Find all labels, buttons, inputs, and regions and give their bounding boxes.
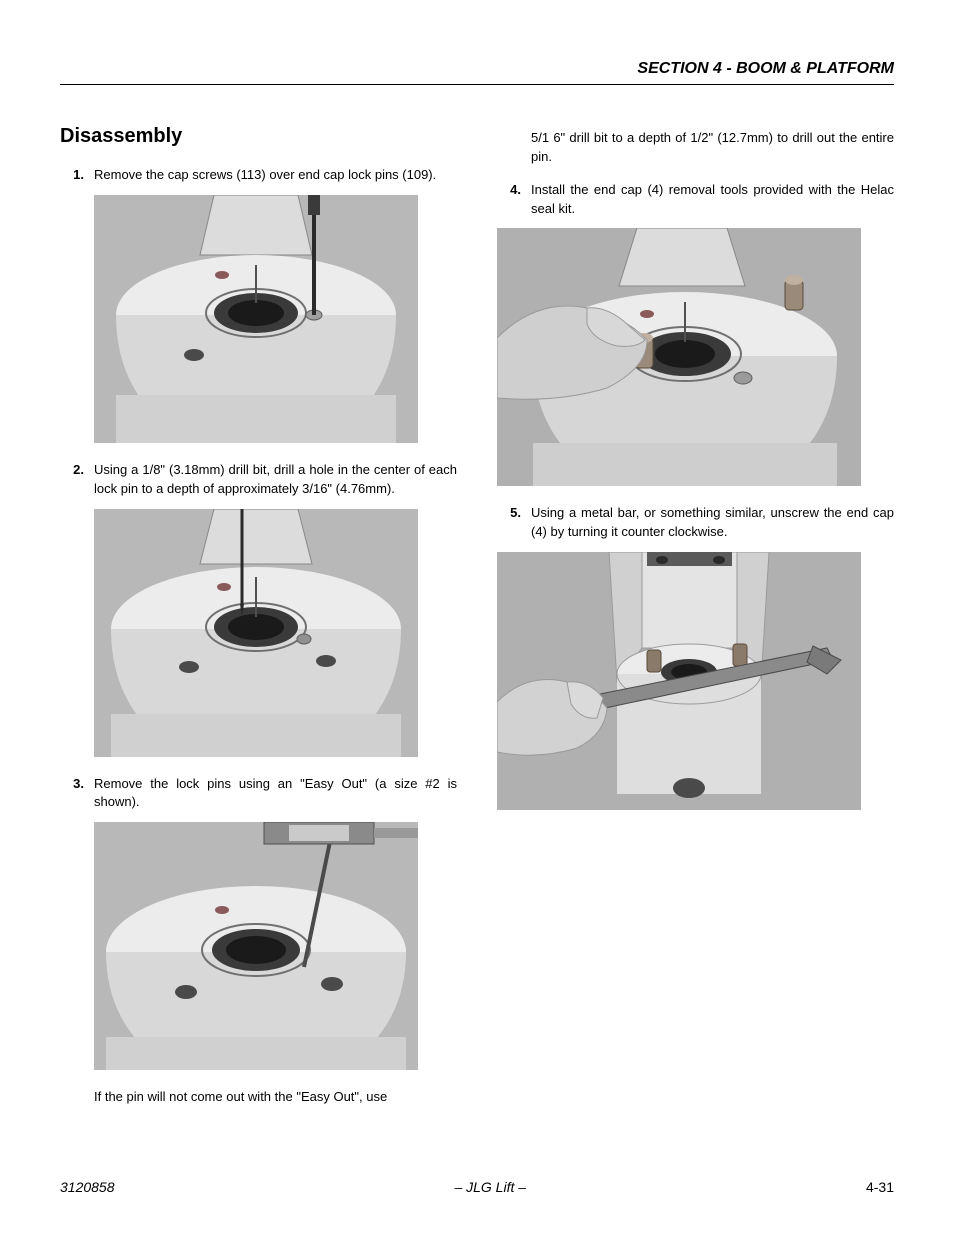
page-footer: 3120858 – JLG Lift – 4-31 (60, 1179, 894, 1195)
step-4-text: Install the end cap (4) removal tools pr… (531, 181, 894, 219)
step-5-num: 5. (497, 504, 531, 542)
step-5-text: Using a metal bar, or something similar,… (531, 504, 894, 542)
step-3-text: Remove the lock pins using an "Easy Out"… (94, 775, 457, 813)
section-label: SECTION 4 - BOOM & PLATFORM (637, 60, 894, 77)
page-header: SECTION 4 - BOOM & PLATFORM (60, 60, 894, 85)
step-2-num: 2. (60, 461, 94, 499)
disassembly-title: Disassembly (60, 125, 457, 148)
figure-4-svg (497, 228, 861, 486)
figure-5 (497, 552, 861, 810)
figure-2-svg (94, 509, 418, 757)
step-1-num: 1. (60, 166, 94, 185)
step-3-num: 3. (60, 775, 94, 813)
figure-2 (94, 509, 418, 757)
step-3-continuation: If the pin will not come out with the "E… (94, 1088, 457, 1107)
step-3: 3. Remove the lock pins using an "Easy O… (60, 775, 457, 813)
footer-right: 4-31 (866, 1179, 894, 1195)
figure-5-svg (497, 552, 861, 810)
step-1: 1. Remove the cap screws (113) over end … (60, 166, 457, 185)
right-column: 5/1 6" drill bit to a depth of 1/2" (12.… (497, 125, 894, 1117)
step-3-continuation-right: 5/1 6" drill bit to a depth of 1/2" (12.… (531, 129, 894, 167)
step-2: 2. Using a 1/8" (3.18mm) drill bit, dril… (60, 461, 457, 499)
step-4: 4. Install the end cap (4) removal tools… (497, 181, 894, 219)
step-2-text: Using a 1/8" (3.18mm) drill bit, drill a… (94, 461, 457, 499)
footer-center: – JLG Lift – (454, 1179, 526, 1195)
figure-3-svg (94, 822, 418, 1070)
step-4-num: 4. (497, 181, 531, 219)
figure-4 (497, 228, 861, 486)
step-1-text: Remove the cap screws (113) over end cap… (94, 166, 457, 185)
footer-left: 3120858 (60, 1179, 115, 1195)
content-area: Disassembly 1. Remove the cap screws (11… (60, 125, 894, 1117)
figure-1-svg (94, 195, 418, 443)
figure-3 (94, 822, 418, 1070)
figure-1 (94, 195, 418, 443)
left-column: Disassembly 1. Remove the cap screws (11… (60, 125, 457, 1117)
step-5: 5. Using a metal bar, or something simil… (497, 504, 894, 542)
